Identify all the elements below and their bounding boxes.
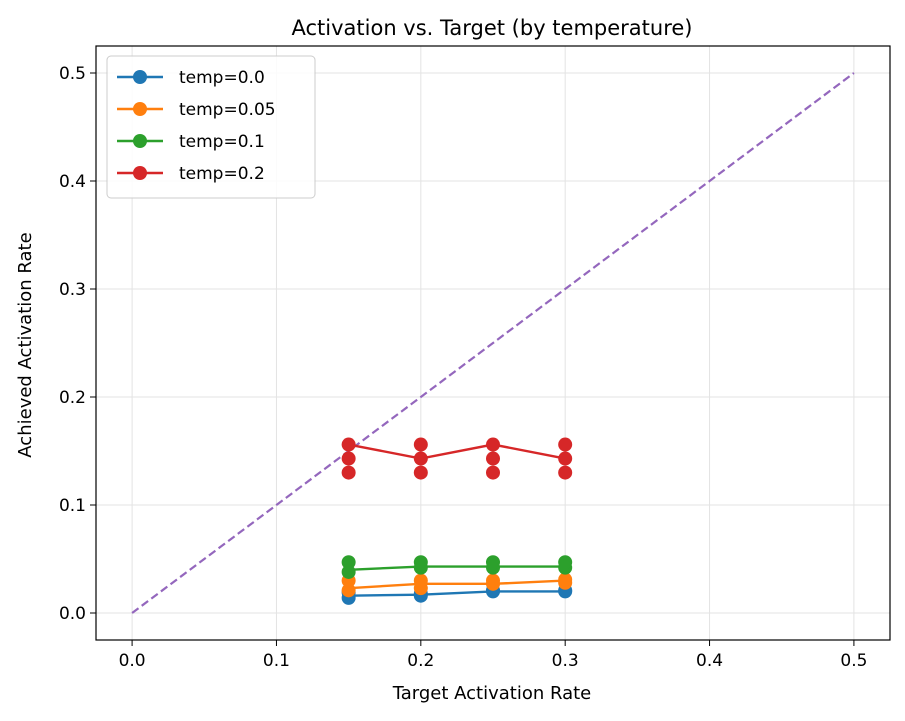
x-tick-label: 0.4 [696,651,723,671]
series-line [348,443,566,460]
x-tick-label: 0.2 [407,651,434,671]
plot-frame [95,45,891,641]
series-line [348,565,566,571]
legend-swatch-marker [133,70,147,84]
data-point [341,583,356,598]
data-point [486,451,500,466]
data-point [558,465,573,480]
legend-swatch-marker [133,102,147,116]
legend: temp=0.0 temp=0.05 temp=0.1 temp=0.2 [106,55,316,199]
y-tick-label: 0.3 [59,280,86,300]
data-point [413,437,428,452]
series-line [348,590,566,597]
chart-title: Activation vs. Target (by temperature) [292,16,693,40]
x-tick-label: 0.0 [119,651,146,671]
y-tick-label: 0.2 [59,388,86,408]
series-2 [341,555,573,579]
legend-swatch-marker [133,166,147,180]
x-axis-label: Target Activation Rate [392,683,592,704]
data-point [413,451,428,466]
y-tick-label: 0.4 [59,172,86,192]
series-group [341,437,573,605]
y-axis-ticks: 0.0 0.1 0.2 0.3 0.4 0.5 [59,64,96,624]
data-point [558,451,573,466]
x-tick-label: 0.1 [263,651,290,671]
legend-box [106,55,316,199]
data-point [413,555,428,570]
data-point [341,451,356,466]
data-point [341,555,356,570]
data-point [341,564,356,579]
reference-line [131,72,855,614]
x-axis-ticks: 0.0 0.1 0.2 0.3 0.4 0.5 [119,640,867,671]
y-tick-label: 0.0 [59,604,86,624]
data-point [486,555,500,570]
series-line [348,579,566,590]
x-tick-label: 0.3 [552,651,579,671]
legend-label: temp=0.1 [179,132,265,152]
data-point [413,573,428,588]
data-point [341,437,356,452]
data-point [558,437,573,452]
data-point [486,573,500,588]
data-point [558,555,573,570]
data-point [413,465,428,480]
y-axis-label: Achieved Activation Rate [15,232,36,457]
legend-swatch-marker [133,134,147,148]
data-point [341,465,356,480]
x-tick-label: 0.5 [840,651,867,671]
y-tick-label: 0.1 [59,496,86,516]
y-tick-label: 0.5 [59,64,86,84]
legend-label: temp=0.0 [179,68,265,88]
legend-label: temp=0.2 [179,164,265,184]
series-3 [341,437,573,480]
data-point [486,437,500,452]
data-point [558,572,573,587]
reference-line-diagonal [131,72,855,614]
data-point [486,465,500,480]
legend-label: temp=0.05 [179,100,276,120]
